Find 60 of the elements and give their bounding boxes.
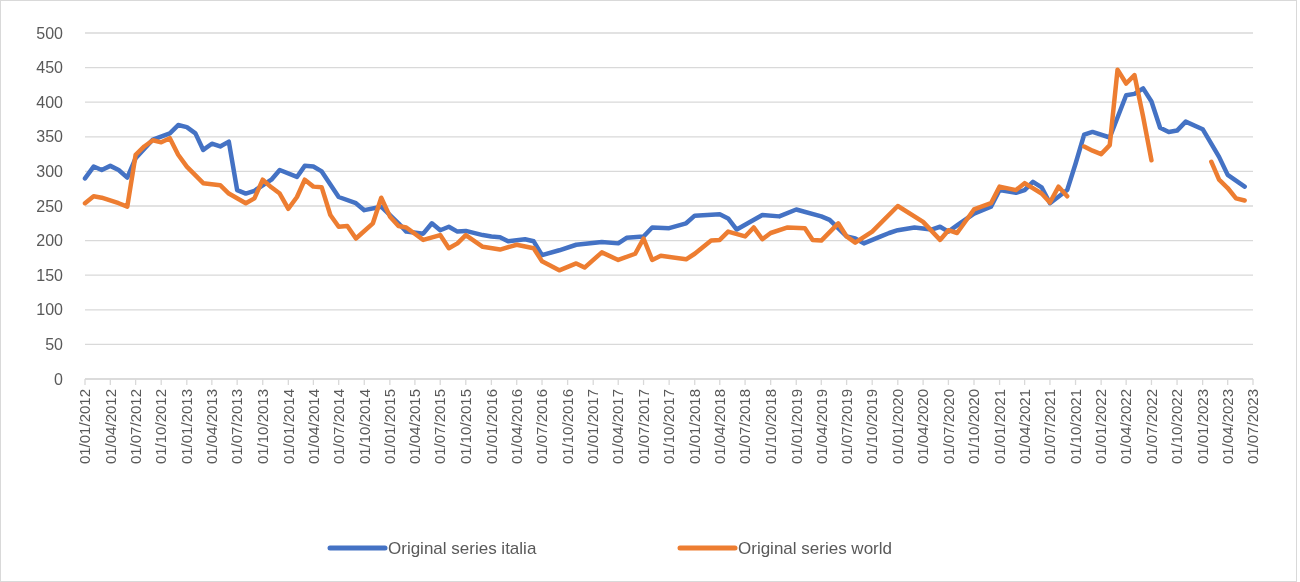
x-tick-label: 01/01/2018 — [685, 389, 703, 465]
x-tick-label: 01/04/2021 — [1015, 389, 1033, 465]
x-tick-label: 01/10/2014 — [355, 389, 373, 465]
y-tick-label: 450 — [36, 59, 64, 77]
x-tick-label: 01/07/2017 — [634, 389, 652, 465]
x-tick-label: 01/04/2019 — [812, 389, 830, 465]
x-tick-label: 01/07/2023 — [1244, 389, 1262, 465]
x-tick-label: 01/01/2023 — [1193, 389, 1211, 465]
x-tick-label: 01/07/2018 — [736, 389, 754, 465]
x-tick-label: 01/07/2013 — [228, 389, 246, 465]
y-tick-label: 350 — [36, 128, 64, 146]
x-tick-label: 01/01/2022 — [1092, 389, 1110, 465]
x-tick-label: 01/04/2016 — [507, 389, 525, 465]
x-tick-label: 01/07/2012 — [126, 389, 144, 465]
x-tick-label: 01/10/2015 — [457, 389, 475, 465]
x-tick-label: 01/07/2016 — [533, 389, 551, 465]
x-tick-label: 01/04/2018 — [711, 389, 729, 465]
y-tick-label: 250 — [36, 197, 64, 215]
x-tick-label: 01/07/2019 — [837, 389, 855, 465]
y-tick-label: 0 — [54, 370, 64, 388]
y-tick-label: 150 — [36, 266, 64, 284]
x-tick-label: 01/01/2020 — [889, 389, 907, 465]
y-tick-label: 200 — [36, 232, 64, 250]
x-tick-label: 01/04/2012 — [101, 389, 119, 465]
x-tick-label: 01/01/2012 — [76, 389, 94, 465]
x-tick-label: 01/04/2022 — [1117, 389, 1135, 465]
legend-label: Original series world — [738, 538, 892, 558]
x-tick-label: 01/01/2016 — [482, 389, 500, 465]
x-tick-label: 01/10/2018 — [761, 389, 779, 465]
x-tick-label: 01/04/2013 — [203, 389, 221, 465]
x-tick-label: 01/01/2013 — [178, 389, 196, 465]
x-tick-label: 01/04/2015 — [406, 389, 424, 465]
y-tick-label: 500 — [36, 24, 64, 42]
x-tick-label: 01/01/2014 — [279, 389, 297, 465]
x-tick-label: 01/07/2020 — [939, 389, 957, 465]
x-tick-label: 01/10/2013 — [254, 389, 271, 465]
x-tick-label: 01/04/2023 — [1218, 389, 1236, 465]
y-tick-label: 400 — [36, 93, 64, 111]
x-tick-label: 01/07/2022 — [1142, 389, 1160, 465]
y-tick-label: 300 — [36, 163, 64, 180]
x-tick-label: 01/01/2017 — [584, 389, 602, 465]
x-tick-label: 01/10/2012 — [152, 389, 170, 465]
x-tick-label: 01/01/2021 — [990, 389, 1008, 465]
x-tick-label: 01/04/2020 — [914, 389, 932, 465]
x-tick-label: 01/10/2017 — [660, 389, 678, 465]
x-tick-label: 01/10/2020 — [965, 389, 983, 465]
x-tick-label: 01/01/2019 — [787, 389, 805, 465]
x-tick-label: 01/07/2015 — [431, 389, 449, 465]
x-tick-label: 01/10/2022 — [1168, 389, 1186, 465]
x-tick-label: 01/10/2016 — [558, 389, 576, 465]
x-tick-label: 01/10/2021 — [1066, 389, 1084, 465]
y-tick-label: 50 — [45, 336, 64, 353]
y-tick-label: 100 — [36, 301, 64, 319]
legend-label: Original series italia — [388, 538, 537, 558]
x-tick-label: 01/04/2017 — [609, 389, 627, 465]
x-tick-label: 01/10/2019 — [863, 389, 881, 465]
x-tick-label: 01/07/2014 — [329, 389, 347, 465]
x-tick-label: 01/04/2014 — [304, 389, 322, 465]
x-tick-label: 01/07/2021 — [1041, 389, 1059, 465]
x-tick-label: 01/01/2015 — [381, 389, 399, 465]
